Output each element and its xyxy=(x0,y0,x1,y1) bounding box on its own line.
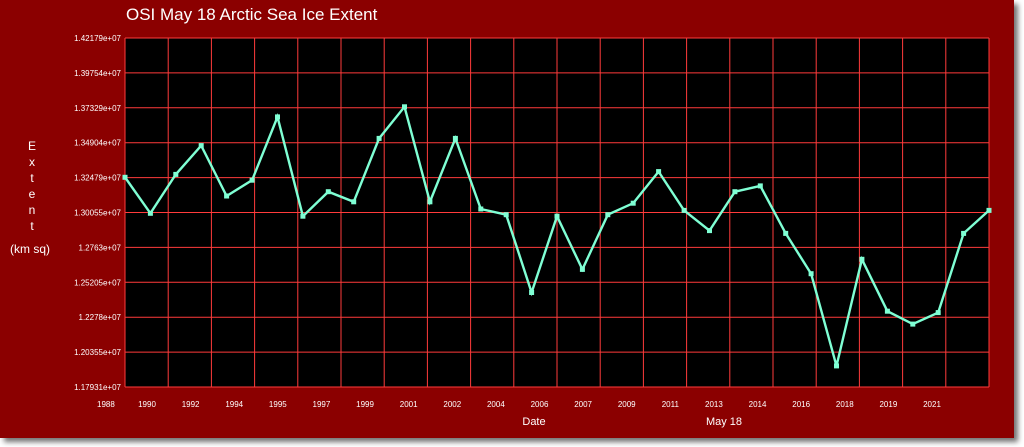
y-tick-label: 1.2278e+07 xyxy=(79,313,122,322)
y-tick-label: 1.20355e+07 xyxy=(74,348,121,357)
data-point xyxy=(173,171,179,177)
data-point xyxy=(656,169,662,175)
y-tick-label: 1.32479e+07 xyxy=(74,174,121,183)
data-point xyxy=(300,213,306,219)
data-point xyxy=(224,193,230,199)
y-tick-label: 1.25205e+07 xyxy=(74,278,121,287)
y-axis-units: (km sq) xyxy=(10,242,50,256)
data-point xyxy=(859,256,865,262)
data-point xyxy=(478,206,484,212)
y-axis-title-letter: E xyxy=(27,139,36,153)
x-axis-ticks: 1988 1990 1992 1994 1995 1997 1999 2001 2002 2004… xyxy=(97,400,941,409)
y-axis-title-letter: x xyxy=(29,155,35,169)
data-points xyxy=(122,104,992,369)
y-axis-ticks: 1.42179e+07 1.39754e+07 1.37329e+07 1.34904… xyxy=(74,34,121,392)
data-point xyxy=(884,308,890,314)
y-axis-title-letter: t xyxy=(30,219,34,233)
x-tick-label: 2018 xyxy=(836,400,854,409)
data-point xyxy=(122,174,128,180)
data-point xyxy=(376,135,382,141)
x-tick-label: 1999 xyxy=(356,400,374,409)
data-point xyxy=(757,183,763,189)
y-tick-label: 1.2763e+07 xyxy=(79,243,122,252)
data-point xyxy=(503,212,509,218)
data-point xyxy=(351,199,357,205)
x-tick-label: 2011 xyxy=(662,400,680,409)
data-point xyxy=(834,363,839,369)
y-tick-label: 1.30055e+07 xyxy=(74,209,121,218)
x-tick-label: 2014 xyxy=(749,400,767,409)
y-tick-label: 1.39754e+07 xyxy=(74,69,121,78)
data-point xyxy=(808,271,814,277)
data-point xyxy=(732,189,738,195)
x-tick-label: 2019 xyxy=(879,400,897,409)
data-point xyxy=(198,143,204,149)
grid xyxy=(124,37,990,388)
y-tick-label: 1.42179e+07 xyxy=(74,34,121,43)
data-point xyxy=(325,189,331,195)
x-tick-label: 2002 xyxy=(443,400,461,409)
x-tick-label: 1995 xyxy=(269,400,287,409)
x-axis-title: Date xyxy=(522,416,545,428)
chart-title: OSI May 18 Arctic Sea Ice Extent xyxy=(126,5,378,24)
x-tick-label: 2021 xyxy=(923,400,941,409)
x-tick-label: 1988 xyxy=(97,400,115,409)
data-point xyxy=(554,213,560,219)
x-tick-label: 2013 xyxy=(705,400,723,409)
x-tick-label: 2016 xyxy=(792,400,810,409)
y-tick-label: 1.34904e+07 xyxy=(74,139,121,148)
data-point xyxy=(707,228,712,234)
x-tick-label: 2001 xyxy=(400,400,418,409)
data-point xyxy=(275,114,280,120)
x-tick-label: 1992 xyxy=(182,400,200,409)
data-point xyxy=(427,199,433,205)
x-tick-label: 2009 xyxy=(618,400,636,409)
x-tick-label: 2004 xyxy=(487,400,505,409)
x-tick-label: 2007 xyxy=(574,400,592,409)
y-axis-title-letter: e xyxy=(28,187,36,201)
data-point xyxy=(986,207,992,213)
data-point xyxy=(529,290,535,295)
x-tick-label: 2006 xyxy=(531,400,549,409)
data-point xyxy=(579,266,585,272)
y-axis-title-letter: t xyxy=(30,171,34,185)
data-point xyxy=(961,230,967,236)
data-point xyxy=(783,230,789,236)
y-axis-title-letter: n xyxy=(28,203,36,217)
data-point xyxy=(402,104,407,110)
data-point xyxy=(452,135,458,141)
y-tick-label: 1.17931e+07 xyxy=(74,383,121,392)
y-tick-label: 1.37329e+07 xyxy=(74,104,121,113)
data-point xyxy=(681,207,687,213)
data-point xyxy=(249,177,255,183)
x-tick-label: 1990 xyxy=(138,400,156,409)
x-tick-label: 1997 xyxy=(313,400,331,409)
x-axis-subtitle: May 18 xyxy=(706,416,742,428)
data-point xyxy=(605,212,611,218)
data-point xyxy=(147,210,153,216)
data-point xyxy=(910,321,916,327)
data-point xyxy=(630,200,636,206)
data-point xyxy=(935,310,941,316)
x-tick-label: 1994 xyxy=(225,400,243,409)
